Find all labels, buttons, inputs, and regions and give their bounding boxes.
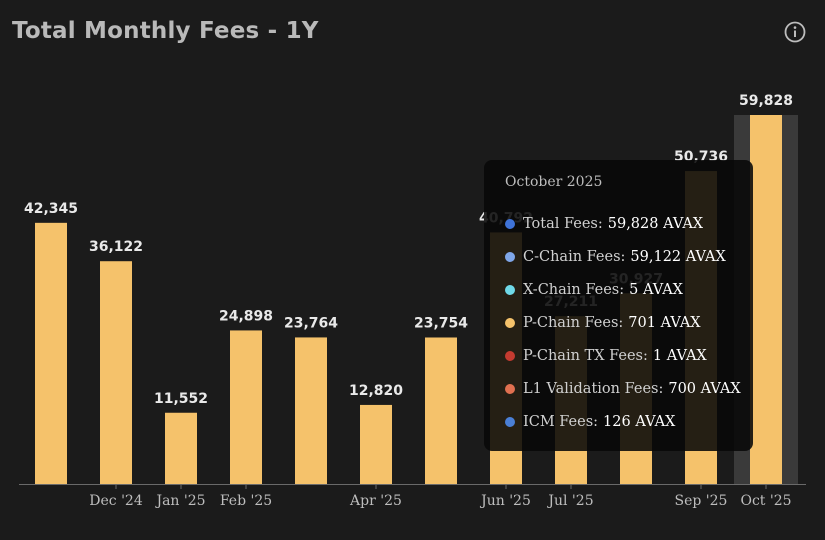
x-tick-label: Jun '25 [479, 493, 531, 509]
tooltip-value: 59,122 AVAX [630, 249, 726, 265]
x-tick-label: Jan '25 [154, 493, 205, 509]
tooltip-value: 5 AVAX [629, 282, 683, 298]
tooltip-value: 1 AVAX [652, 348, 707, 364]
bar-4 [295, 337, 327, 484]
tooltip-value: 701 AVAX [628, 315, 701, 331]
tooltip-row-x-chain-fees: X-Chain Fees: 5 AVAX [505, 282, 683, 298]
tooltip-row-l1-validation-fees: L1 Validation Fees: 700 AVAX [505, 381, 741, 397]
icm-dot-icon [505, 417, 515, 427]
bar-2 [165, 412, 197, 484]
x-tick-label: Jul '25 [546, 493, 593, 509]
bar-value-label: 23,764 [284, 315, 338, 331]
tooltip-label: ICM Fees: [523, 414, 599, 430]
info-icon[interactable] [784, 21, 806, 43]
bar-value-label: 59,828 [739, 93, 793, 109]
bar-0 [35, 222, 67, 484]
bar-value-label: 24,898 [219, 308, 273, 324]
bar-6 [425, 337, 457, 484]
tooltip-label: C-Chain Fees: [523, 249, 626, 265]
c-chain-dot-icon [505, 252, 515, 262]
x-tick-label: Apr '25 [349, 493, 402, 509]
bar-value-label: 11,552 [154, 391, 208, 407]
bar-11 [750, 115, 782, 484]
bar-1 [100, 261, 132, 484]
x-tick-label: Dec '24 [89, 493, 143, 509]
tooltip-title: October 2025 [505, 174, 603, 190]
p-chain-dot-icon [505, 318, 515, 328]
l1-validation-dot-icon [505, 384, 515, 394]
x-tick-label: Oct '25 [740, 493, 791, 509]
tooltip-label: P-Chain TX Fees: [523, 348, 648, 364]
chart-title: Total Monthly Fees - 1Y [12, 18, 319, 44]
tooltip-row-p-chain-tx-fees: P-Chain TX Fees: 1 AVAX [505, 348, 707, 364]
tooltip-label: X-Chain Fees: [523, 282, 625, 298]
bar-value-label: 36,122 [89, 239, 143, 255]
tooltip-row-p-chain-fees: P-Chain Fees: 701 AVAX [505, 315, 701, 331]
tooltip-value: 126 AVAX [603, 414, 676, 430]
tooltip: October 2025 Total Fees: 59,828 AVAX C-C… [484, 160, 753, 451]
x-tick-label: Feb '25 [220, 493, 272, 509]
tooltip-label: Total Fees: [523, 216, 603, 232]
tooltip-value: 59,828 AVAX [607, 216, 704, 232]
bar-5 [360, 404, 392, 484]
tooltip-label: L1 Validation Fees: [523, 381, 664, 397]
x-tick-label: Sep '25 [675, 493, 728, 509]
bar-3 [230, 330, 262, 484]
bar-value-label: 12,820 [349, 383, 403, 399]
x-chain-dot-icon [505, 285, 515, 295]
tooltip-row-c-chain-fees: C-Chain Fees: 59,122 AVAX [505, 249, 726, 265]
tooltip-row-icm-fees: ICM Fees: 126 AVAX [505, 414, 675, 430]
tooltip-row-total-fees: Total Fees: 59,828 AVAX [505, 216, 703, 232]
total-fees-dot-icon [505, 219, 515, 229]
bar-value-label: 23,754 [414, 315, 468, 331]
p-chain-tx-dot-icon [505, 351, 515, 361]
tooltip-label: P-Chain Fees: [523, 315, 624, 331]
tooltip-value: 700 AVAX [668, 381, 741, 397]
bar-value-label: 42,345 [24, 201, 78, 217]
